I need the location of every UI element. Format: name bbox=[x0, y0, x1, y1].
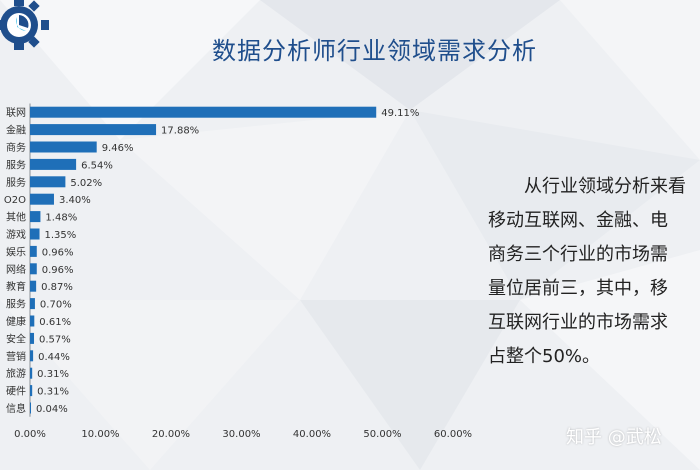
data-label: 0.44% bbox=[38, 352, 70, 363]
description-line: 从行业领域分析来看 bbox=[524, 176, 686, 197]
data-label: 9.46% bbox=[102, 143, 134, 154]
bar bbox=[30, 124, 157, 136]
category-label: 安全 bbox=[6, 332, 26, 345]
category-label: 硬件 bbox=[6, 386, 26, 398]
x-tick-label: 10.00% bbox=[81, 429, 119, 440]
category-label: 商务 bbox=[6, 141, 26, 154]
bar bbox=[30, 228, 40, 240]
bar bbox=[30, 385, 33, 397]
category-label: 信息 bbox=[6, 402, 26, 415]
description-text: 从行业领域分析来看 移动互联网、金融、电 商务三个行业的市场需 量位居前三，其中… bbox=[488, 170, 700, 370]
category-label: 娱乐 bbox=[6, 245, 26, 258]
x-tick-label: 30.00% bbox=[222, 429, 260, 440]
data-label: 49.11% bbox=[381, 108, 419, 119]
category-label: 服务 bbox=[6, 158, 26, 171]
bar bbox=[30, 193, 54, 205]
data-label: 5.02% bbox=[70, 178, 102, 189]
category-label: 联网 bbox=[6, 107, 26, 119]
category-label: 其他 bbox=[6, 211, 26, 224]
data-label: 0.04% bbox=[36, 404, 68, 415]
category-label: 旅游 bbox=[6, 367, 26, 380]
description-line: 移动互联网、金融、电 bbox=[488, 210, 668, 231]
data-label: 6.54% bbox=[81, 160, 113, 171]
data-label: 0.31% bbox=[37, 369, 69, 380]
category-label: 服务 bbox=[6, 176, 26, 189]
category-label: O2O bbox=[4, 195, 26, 206]
data-label: 0.70% bbox=[40, 300, 72, 311]
bar bbox=[30, 106, 377, 118]
bar bbox=[30, 298, 35, 310]
bar bbox=[30, 263, 37, 275]
bar bbox=[30, 211, 41, 223]
data-label: 17.88% bbox=[161, 126, 199, 137]
bar bbox=[30, 350, 34, 362]
data-label: 3.40% bbox=[59, 195, 91, 206]
data-label: 0.87% bbox=[41, 282, 73, 293]
description-line: 互联网行业的市场需求 bbox=[488, 312, 668, 333]
x-tick-label: 60.00% bbox=[434, 429, 472, 440]
bar bbox=[30, 402, 31, 414]
watermark: 知乎 @武松 bbox=[566, 427, 662, 448]
slide-title: 数据分析师行业领域需求分析 bbox=[212, 37, 537, 65]
bar bbox=[30, 280, 37, 292]
category-label: 金融 bbox=[6, 124, 26, 137]
data-label: 1.35% bbox=[45, 230, 77, 241]
bar bbox=[30, 315, 35, 327]
category-label: 健康 bbox=[6, 315, 26, 328]
bar bbox=[30, 158, 77, 170]
x-tick-label: 50.00% bbox=[363, 429, 401, 440]
x-tick-label: 0.00% bbox=[14, 429, 46, 440]
bar bbox=[30, 332, 35, 344]
description-line: 占整个50%。 bbox=[488, 346, 601, 367]
data-label: 0.57% bbox=[39, 334, 71, 345]
bar bbox=[30, 367, 33, 379]
category-label: 服务 bbox=[6, 298, 26, 311]
gear-chart-icon bbox=[0, 0, 49, 50]
data-label: 0.96% bbox=[42, 265, 74, 276]
category-label: 游戏 bbox=[6, 228, 26, 241]
description-line: 量位居前三，其中，移 bbox=[488, 278, 668, 299]
data-label: 0.31% bbox=[37, 387, 69, 398]
x-tick-label: 20.00% bbox=[152, 429, 190, 440]
bar bbox=[30, 141, 97, 153]
data-label: 1.48% bbox=[45, 213, 77, 224]
data-label: 0.96% bbox=[42, 247, 74, 258]
bar bbox=[30, 176, 66, 188]
category-label: 营销 bbox=[6, 350, 26, 363]
category-label: 网络 bbox=[6, 263, 26, 276]
description-line: 商务三个行业的市场需 bbox=[488, 244, 668, 265]
bar bbox=[30, 245, 37, 257]
x-tick-label: 40.00% bbox=[293, 429, 331, 440]
data-label: 0.61% bbox=[39, 317, 71, 328]
category-label: 教育 bbox=[6, 280, 26, 293]
